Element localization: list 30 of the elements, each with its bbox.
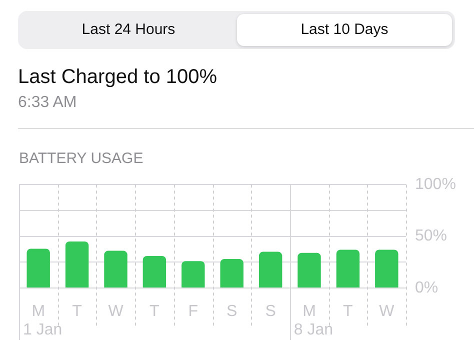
y-tick-label: 50% (415, 228, 448, 245)
bar (182, 261, 205, 288)
chart-title: BATTERY USAGE (19, 150, 144, 167)
bar (375, 250, 398, 288)
text: 1 Jan (23, 321, 62, 338)
bar (258, 252, 282, 288)
text: Last 10 Days (237, 14, 452, 46)
y-tick-label: 100% (415, 176, 456, 194)
x-tick-label: W (108, 303, 124, 320)
bar (26, 248, 50, 288)
bar (336, 250, 360, 288)
bar (220, 259, 244, 288)
text: Last Charged to 100% (18, 66, 218, 89)
x-tick-label: M (32, 303, 46, 320)
bar (104, 250, 128, 288)
text: 8 Jan (294, 321, 334, 338)
x-tick-label: M (302, 303, 316, 320)
x-tick-label: T (150, 303, 160, 320)
x-tick-label: S (226, 303, 238, 320)
x-tick-label: T (72, 303, 82, 320)
bar (142, 256, 166, 288)
text: Last 24 Hours (80, 20, 176, 40)
bar (298, 252, 321, 288)
x-tick-label: F (188, 303, 198, 320)
y-tick-label: 0% (415, 279, 438, 296)
x-tick-label: W (379, 303, 396, 320)
x-tick-label: T (343, 303, 354, 320)
x-tick-label: S (265, 303, 276, 320)
bar (65, 241, 89, 288)
text: 6:33 AM (18, 94, 77, 112)
